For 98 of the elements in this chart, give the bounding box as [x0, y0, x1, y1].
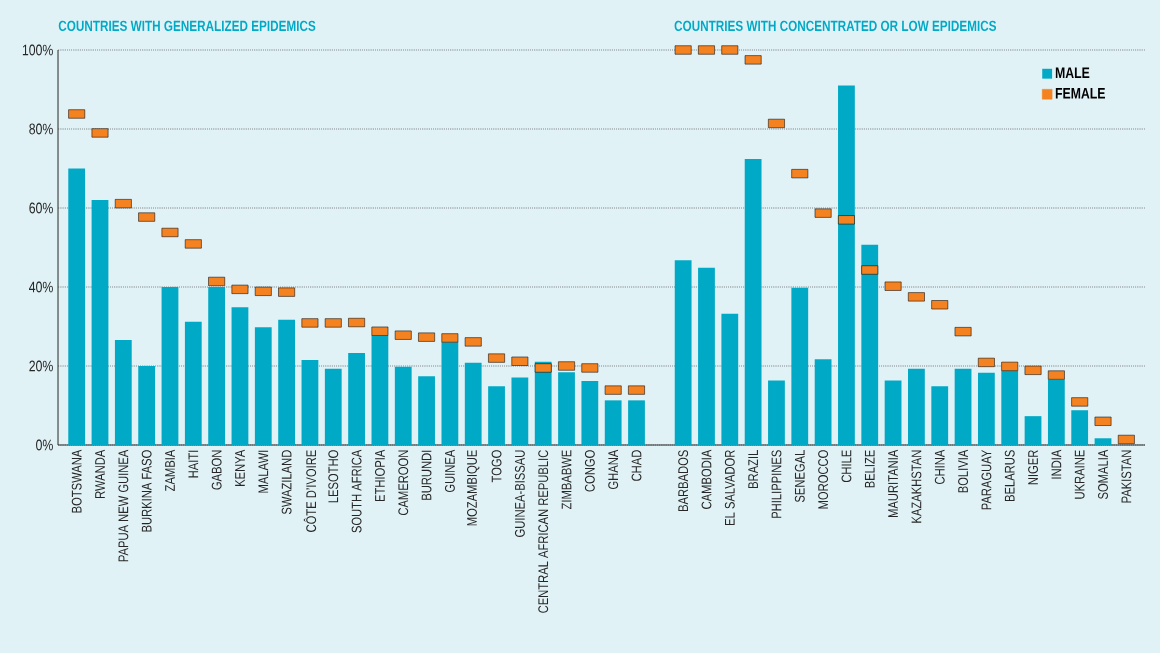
x-tick-label: SWAZILAND	[281, 450, 292, 515]
y-tick-label: 80%	[29, 123, 53, 135]
bar	[884, 380, 902, 445]
x-tick-label: KAZAKHSTAN	[911, 450, 922, 523]
x-tick-label: CÔTE D’IVOIRE	[303, 450, 317, 532]
bar	[464, 362, 482, 445]
bar	[418, 376, 435, 445]
x-tick-label: LESOTHO	[328, 450, 339, 503]
x-tick-label: UKRAINE	[1074, 450, 1085, 499]
bar	[208, 286, 226, 445]
x-tick-label: BELARUS	[1004, 450, 1015, 502]
bar	[278, 319, 295, 445]
x-tick-label: GHANA	[608, 449, 619, 489]
bar	[348, 352, 365, 445]
x-tick-label: ZIMBABWE	[561, 450, 572, 510]
x-tick-label: ZAMBIA	[165, 449, 175, 492]
bar	[184, 321, 202, 445]
x-tick-label: HAITI	[188, 450, 199, 478]
x-tick-label: MAURITANIA	[888, 449, 898, 518]
bar	[1001, 370, 1019, 445]
x-tick-label: KENYA	[235, 449, 245, 486]
x-tick-label: MALAWI	[258, 450, 269, 493]
x-tick-label: CHILE	[841, 450, 852, 483]
bar	[488, 386, 505, 445]
x-tick-label: EL SALVADOR	[724, 450, 735, 525]
x-tick-label: BELIZE	[864, 450, 875, 488]
bar	[1094, 438, 1112, 445]
bar	[1047, 379, 1065, 445]
bar	[604, 400, 622, 445]
x-tick-label: BARBADOS	[678, 450, 689, 512]
x-tick-label: ETHIOPIA	[374, 449, 385, 502]
bar	[161, 286, 179, 445]
bar	[441, 342, 459, 445]
x-tick-label: BURKINA FASO	[141, 450, 152, 532]
x-tick-label: SOUTH AFRICA	[351, 449, 362, 533]
legend-label: FEMALE	[1055, 88, 1105, 99]
bar	[698, 267, 715, 445]
x-tick-label: GUINEA-BISSAU	[514, 450, 525, 537]
bar	[861, 244, 879, 445]
x-tick-label: SOMALIA	[1098, 449, 1108, 499]
x-tick-label: SENEGAL	[794, 450, 805, 503]
bar	[674, 260, 692, 445]
bar	[908, 368, 925, 445]
bar	[1024, 416, 1042, 445]
x-tick-label: MOROCCO	[818, 450, 829, 509]
x-tick-label: BOLIVIA	[958, 449, 969, 493]
x-tick-label: INDIA	[1051, 449, 1062, 479]
text: COUNTRIES WITH GENERALIZED EPIDEMICS	[58, 20, 316, 32]
bar	[511, 377, 529, 445]
x-tick-label: CENTRAL AFRICAN REPUBLIC	[538, 450, 549, 613]
bar	[721, 313, 739, 445]
bar	[138, 365, 156, 445]
bar	[791, 287, 809, 445]
x-tick-label: CHINA	[934, 449, 945, 484]
x-tick-label: BURUNDI	[421, 450, 432, 500]
bar	[371, 335, 389, 445]
x-tick-label: PHILIPPINES	[771, 450, 782, 518]
bar	[324, 368, 342, 445]
x-tick-label: GABON	[211, 450, 222, 490]
x-tick-label: BRAZIL	[748, 450, 758, 488]
bar	[628, 400, 645, 445]
bar	[1071, 410, 1089, 445]
x-tick-label: PAPUA NEW GUINEA	[118, 449, 129, 562]
x-tick-label: GUINEA	[444, 449, 455, 493]
bar	[254, 327, 272, 445]
x-tick-label: BOTSWANA	[71, 449, 82, 513]
x-tick-label: TOGO	[491, 450, 502, 483]
x-tick-label: CAMBODIA	[701, 449, 712, 509]
bar	[838, 85, 855, 445]
bar	[931, 386, 949, 445]
x-tick-label: CONGO	[584, 450, 595, 492]
x-tick-label: CHAD	[631, 450, 642, 481]
x-tick-label: CAMEROON	[398, 450, 409, 516]
x-tick-label: PARAGUAY	[981, 449, 992, 510]
bar	[977, 372, 995, 445]
bar	[394, 366, 412, 445]
y-tick-label: 100%	[22, 44, 53, 56]
x-tick-label: NIGER	[1028, 450, 1038, 485]
bar	[954, 368, 972, 445]
bar	[768, 380, 785, 445]
bar	[231, 307, 249, 445]
y-tick-label: 20%	[29, 360, 53, 372]
bar	[814, 359, 832, 445]
bar	[114, 339, 132, 445]
y-tick-label: 0%	[36, 439, 53, 451]
bar	[301, 360, 319, 445]
legend-label: MALE	[1055, 67, 1090, 78]
x-tick-label: PAKISTAN	[1121, 450, 1132, 503]
y-tick-label: 60%	[29, 202, 53, 214]
x-tick-label: RWANDA	[95, 449, 105, 498]
bar	[581, 381, 599, 445]
y-tick-label: 40%	[29, 281, 53, 293]
bar	[558, 372, 575, 445]
x-tick-label: MOZAMBIQUE	[467, 450, 480, 526]
bar	[91, 200, 109, 445]
bar	[68, 168, 86, 445]
text: COUNTRIES WITH CONCENTRATED OR LOW EPIDEMICS	[674, 20, 997, 32]
bar	[744, 159, 762, 445]
